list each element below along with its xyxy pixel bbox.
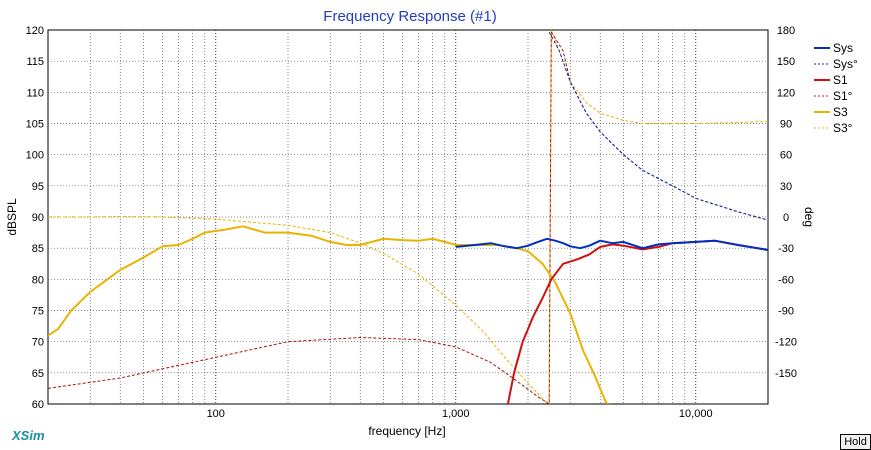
y-tick-label: 90 bbox=[32, 212, 44, 224]
series-sys-phase bbox=[548, 31, 768, 221]
x-tick-label: 1,000 bbox=[442, 408, 470, 420]
axis-ticks: 120 115 110 105 100 95 90 85 80 75 70 65 60 180 150 120… bbox=[26, 25, 797, 420]
chart-title: Frequency Response (#1) bbox=[323, 8, 496, 25]
y2-tick-label: 180 bbox=[777, 25, 795, 37]
y-tick-label: 100 bbox=[26, 150, 44, 162]
series-s3-phase bbox=[48, 30, 768, 404]
grid-lines bbox=[48, 30, 768, 404]
legend-label: S3 bbox=[833, 105, 848, 119]
y2-tick-label: 0 bbox=[783, 212, 789, 224]
y-tick-label: 110 bbox=[26, 87, 44, 99]
y-tick-label: 65 bbox=[32, 368, 44, 380]
legend-label: Sys bbox=[833, 41, 853, 55]
legend-label: Sys° bbox=[833, 57, 858, 71]
y2-tick-label: 30 bbox=[780, 181, 792, 193]
y-tick-label: 60 bbox=[32, 399, 44, 411]
xsim-logo: XSim bbox=[12, 428, 45, 443]
y2-axis-label: deg bbox=[802, 207, 816, 227]
legend-label: S3° bbox=[833, 121, 853, 135]
series-layer bbox=[48, 30, 768, 404]
y2-tick-label: -60 bbox=[778, 274, 794, 286]
x-tick-label: 100 bbox=[207, 408, 225, 420]
y2-tick-label: 90 bbox=[780, 119, 792, 131]
y-axis-label: dBSPL bbox=[5, 198, 19, 236]
y2-tick-label: -30 bbox=[778, 243, 794, 255]
legend: Sys Sys° S1 S1° S3 S3° bbox=[814, 41, 858, 135]
y2-tick-label: 150 bbox=[777, 56, 795, 68]
y2-tick-label: -150 bbox=[775, 368, 797, 380]
y2-tick-label: -120 bbox=[775, 337, 797, 349]
y-tick-label: 95 bbox=[32, 181, 44, 193]
series-sys bbox=[455, 237, 768, 251]
y-tick-label: 80 bbox=[32, 274, 44, 286]
y2-tick-label: 120 bbox=[777, 87, 795, 99]
legend-label: S1° bbox=[833, 89, 853, 103]
y-tick-label: 75 bbox=[32, 306, 44, 318]
y-tick-label: 105 bbox=[26, 119, 44, 131]
y2-tick-label: -90 bbox=[778, 306, 794, 318]
y2-tick-label: 60 bbox=[780, 150, 792, 162]
y-tick-label: 85 bbox=[32, 243, 44, 255]
y-tick-label: 115 bbox=[26, 56, 44, 68]
hold-button[interactable]: Hold bbox=[840, 434, 871, 450]
y-tick-label: 120 bbox=[26, 25, 44, 37]
x-tick-label: 10,000 bbox=[679, 408, 713, 420]
legend-label: S1 bbox=[833, 73, 848, 87]
y-tick-label: 70 bbox=[32, 337, 44, 349]
series-s3 bbox=[48, 225, 609, 404]
x-axis-label: frequency [Hz] bbox=[368, 424, 445, 438]
